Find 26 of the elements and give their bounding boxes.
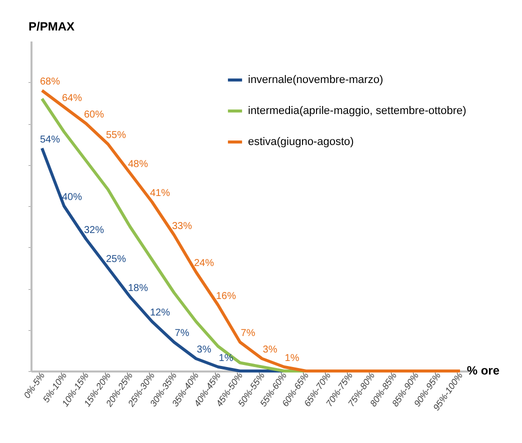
- data-label: 12%: [150, 308, 170, 318]
- data-label: 3%: [262, 344, 278, 356]
- legend-label: intermedia(aprile-maggio, settembre-ottobre): [248, 105, 466, 117]
- legend-label: invernale(novembre-marzo): [248, 74, 384, 86]
- data-label: 68%: [40, 76, 60, 88]
- data-label: 33%: [172, 220, 192, 232]
- data-label: 24%: [194, 258, 214, 269]
- data-label: 40%: [62, 192, 82, 203]
- data-label: 7%: [174, 328, 190, 340]
- y-axis-title: P/PMAX: [28, 20, 75, 34]
- data-label: 32%: [84, 225, 104, 236]
- data-label: 25%: [106, 254, 126, 265]
- x-axis-title: % ore: [466, 364, 500, 378]
- data-label: 3%: [196, 344, 212, 356]
- data-label: 1%: [284, 352, 300, 364]
- data-label: 1%: [218, 352, 234, 364]
- data-label: 18%: [128, 282, 148, 294]
- data-label: 64%: [62, 93, 82, 104]
- data-label: 55%: [106, 130, 126, 142]
- data-label: 48%: [128, 159, 148, 170]
- data-label: 16%: [216, 291, 236, 302]
- data-label: 60%: [84, 110, 104, 120]
- data-label: 41%: [150, 188, 170, 199]
- data-label: 54%: [40, 134, 60, 146]
- data-label: 7%: [240, 328, 256, 340]
- legend-label: estiva(giugno-agosto): [248, 136, 354, 148]
